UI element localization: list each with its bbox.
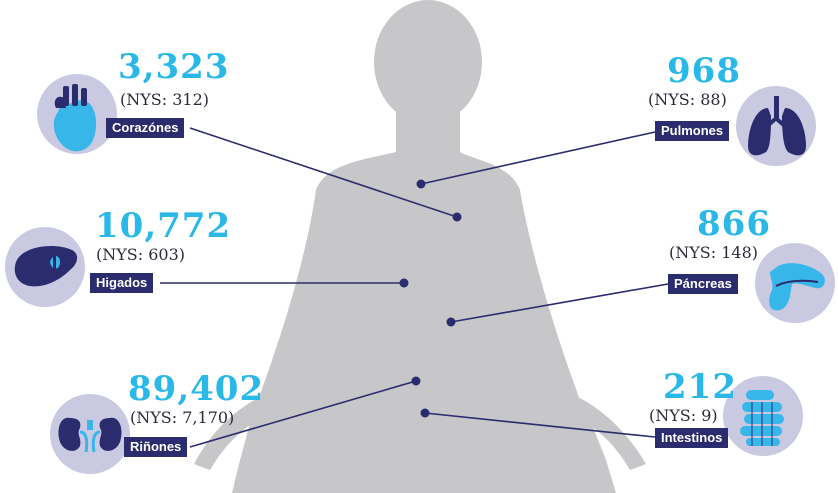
intestines-dot (420, 408, 430, 418)
liver-count: 10,772 (95, 206, 232, 246)
connector-dots (399, 179, 462, 418)
heart-icon (53, 84, 97, 152)
lungs-label: Pulmones (655, 121, 730, 141)
liver-icon (14, 246, 78, 287)
intestines-count: 212 (663, 367, 737, 407)
intestines-nys-count: (NYS: 9) (649, 406, 718, 425)
kidneys-icon (58, 417, 122, 453)
pancreas-nys-count: (NYS: 148) (669, 243, 759, 262)
kidneys-label: Riñones (124, 437, 188, 457)
pancreas-icon (769, 263, 825, 311)
lungs-count: 968 (667, 51, 741, 91)
kidneys-dot (411, 376, 421, 386)
lungs-icon (748, 96, 806, 156)
liver-label: Higados (90, 273, 154, 293)
heart-count: 3,323 (118, 47, 230, 87)
heart-nys-count: (NYS: 312) (120, 90, 210, 109)
pancreas-count: 866 (697, 204, 771, 244)
pancreas-label: Páncreas (668, 274, 738, 294)
kidneys-count: 89,402 (128, 369, 265, 409)
liver-dot (399, 278, 409, 288)
intestines-label: Intestinos (655, 428, 729, 448)
kidneys-nys-count: (NYS: 7,170) (130, 408, 235, 427)
liver-nys-count: (NYS: 603) (96, 245, 186, 264)
intestines-icon (740, 390, 784, 446)
lungs-nys-count: (NYS: 88) (648, 90, 727, 109)
lungs-dot (416, 179, 426, 189)
heart-label: Corazónes (106, 118, 185, 138)
heart-dot (452, 212, 462, 222)
body-silhouette (194, 0, 646, 493)
connector-lines (160, 127, 669, 448)
pancreas-dot (446, 317, 456, 327)
